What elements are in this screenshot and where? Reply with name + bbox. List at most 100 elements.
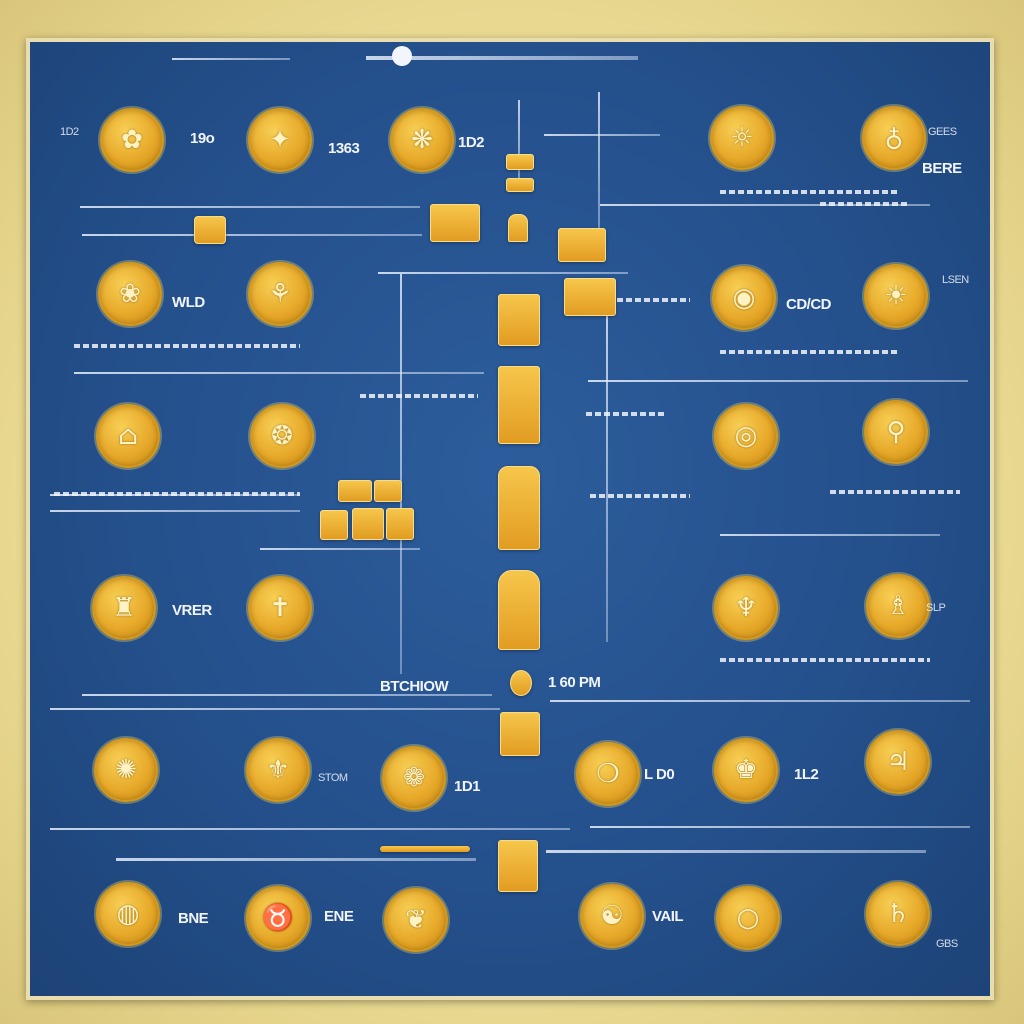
label-mark: 1 60 PM: [548, 674, 601, 691]
tile: [510, 670, 532, 696]
tile: [498, 570, 540, 650]
label-mark: 1D2: [458, 134, 485, 151]
ornament-coin-icon: ♁: [862, 106, 926, 170]
label-mark: BTCHIOW: [380, 678, 449, 695]
label-mark: 1363: [328, 140, 360, 157]
ornament-coin-icon: ⚲: [864, 400, 928, 464]
label-mark: 1L2: [794, 766, 819, 783]
tile: [320, 510, 348, 540]
ornament-coin-icon: ✿: [100, 108, 164, 172]
tile: [500, 712, 540, 756]
tile: [380, 846, 470, 852]
rule: [588, 380, 968, 382]
header-knob-icon: [392, 46, 412, 66]
label-mark: ENE: [324, 908, 354, 925]
tile: [194, 216, 226, 244]
tile: [352, 508, 384, 540]
text-row: [720, 190, 900, 194]
ornament-coin-icon: ♚: [714, 738, 778, 802]
label-mark: VAIL: [652, 908, 684, 925]
text-row: [830, 490, 960, 494]
rule: [550, 700, 970, 702]
rule: [50, 510, 300, 512]
tile: [564, 278, 616, 316]
rule: [50, 708, 500, 710]
ornament-coin-icon: ◉: [712, 266, 776, 330]
text-row: [720, 658, 930, 662]
tile: [498, 366, 540, 444]
label-mark: GEES: [928, 126, 957, 138]
ornament-coin-icon: ⚜: [246, 738, 310, 802]
label-mark: BERE: [922, 160, 962, 177]
label-mark: CD/CD: [786, 296, 832, 313]
text-row: [720, 350, 900, 354]
tile: [374, 480, 402, 502]
rule: [116, 858, 476, 861]
tile: [506, 154, 534, 170]
rule: [546, 850, 926, 853]
text-row: [586, 412, 666, 416]
header-rule-left: [172, 58, 290, 60]
ornament-coin-icon: ♗: [866, 574, 930, 638]
rule: [80, 206, 420, 208]
tile: [430, 204, 480, 242]
tile: [338, 480, 372, 502]
text-row: [820, 202, 910, 206]
text-row: [360, 394, 478, 398]
text-row: [74, 344, 300, 348]
guide: [518, 100, 520, 190]
blueprint-board: ✿ ✦ ❋ ☼ ♁ ❀ ⚘ ◉ ☀ ⌂ ❂ ◎ ⚲ ♜ ✝ ♆ ♗ ✺ ⚜ ❁ …: [30, 42, 990, 996]
label-mark: 19o: [190, 130, 215, 147]
ornament-coin-icon: ❍: [576, 742, 640, 806]
ornament-coin-icon: ♉: [246, 886, 310, 950]
ornament-coin-icon: ❁: [382, 746, 446, 810]
guide: [400, 274, 402, 674]
ornament-coin-icon: ❀: [98, 262, 162, 326]
rule: [82, 234, 422, 236]
label-mark: BNE: [178, 910, 209, 927]
label-mark: WLD: [172, 294, 205, 311]
ornament-coin-icon: ✺: [94, 738, 158, 802]
ornament-coin-icon: ♄: [866, 882, 930, 946]
tile: [558, 228, 606, 262]
rule: [544, 134, 660, 136]
label-mark: 1D1: [454, 778, 481, 795]
ornament-coin-icon: ♆: [714, 576, 778, 640]
tile: [506, 178, 534, 192]
ornament-coin-icon: ❋: [390, 108, 454, 172]
tile: [508, 214, 528, 242]
label-mark: LSEN: [942, 274, 969, 286]
ornament-coin-icon: ❦: [384, 888, 448, 952]
label-mark: VRER: [172, 602, 212, 619]
label-mark: STOM: [318, 772, 348, 784]
ornament-coin-icon: ⌂: [96, 404, 160, 468]
rule: [590, 826, 970, 828]
label-mark: SLP: [926, 602, 946, 614]
label-mark: L D0: [644, 766, 675, 783]
rule: [260, 548, 420, 550]
poster-frame: ✿ ✦ ❋ ☼ ♁ ❀ ⚘ ◉ ☀ ⌂ ❂ ◎ ⚲ ♜ ✝ ♆ ♗ ✺ ⚜ ❁ …: [26, 38, 994, 1000]
guide: [606, 312, 608, 642]
text-row: [590, 298, 690, 302]
rule: [600, 204, 930, 206]
ornament-coin-icon: ◎: [714, 404, 778, 468]
tile: [498, 294, 540, 346]
ornament-coin-icon: ✝: [248, 576, 312, 640]
label-mark: 1D2: [60, 126, 79, 138]
tile: [498, 466, 540, 550]
ornament-coin-icon: ◍: [96, 882, 160, 946]
ornament-coin-icon: ♜: [92, 576, 156, 640]
ornament-coin-icon: ♃: [866, 730, 930, 794]
label-mark: GBS: [936, 938, 958, 950]
ornament-coin-icon: ❂: [250, 404, 314, 468]
text-row: [590, 494, 690, 498]
guide: [598, 92, 600, 232]
rule: [50, 828, 570, 830]
header-rule-right: [366, 56, 638, 60]
rule: [378, 272, 628, 274]
text-row: [54, 492, 300, 496]
rule: [74, 372, 484, 374]
tile: [498, 840, 538, 892]
ornament-coin-icon: ✦: [248, 108, 312, 172]
ornament-coin-icon: ☯: [580, 884, 644, 948]
